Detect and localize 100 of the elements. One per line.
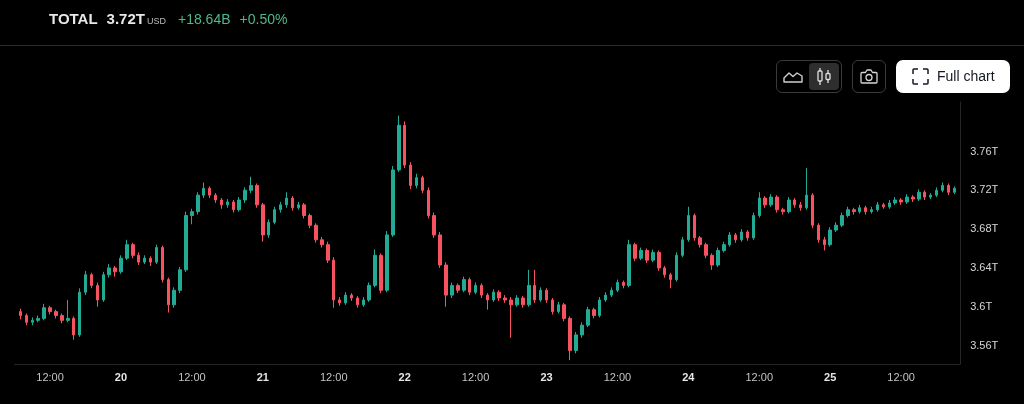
candlestick xyxy=(657,249,661,272)
x-tick-label: 12:00 xyxy=(745,370,774,383)
candlestick xyxy=(846,206,850,218)
candlestick xyxy=(226,198,229,209)
candlestick xyxy=(586,306,590,328)
candlestick xyxy=(415,173,418,189)
candlestick xyxy=(167,277,170,314)
x-tick-label: 12:00 xyxy=(887,370,915,383)
candlestick xyxy=(302,202,306,219)
candlestick xyxy=(876,201,879,213)
candlestick xyxy=(941,182,944,193)
candlestick xyxy=(421,175,424,194)
candlestick xyxy=(155,244,158,265)
candlestick xyxy=(811,192,814,229)
candlestick xyxy=(568,315,572,361)
candlestick xyxy=(54,309,58,319)
candlestick xyxy=(728,231,731,248)
candlestick xyxy=(651,249,655,263)
candlestick xyxy=(344,291,347,306)
candlestick xyxy=(379,252,383,294)
candlestick xyxy=(438,231,442,269)
candlestick xyxy=(255,183,259,209)
candlestick xyxy=(78,287,81,338)
y-tick-label: 3.76T xyxy=(970,144,999,157)
candlestick xyxy=(36,314,40,323)
candlestick xyxy=(202,182,205,199)
candlestick xyxy=(497,289,501,302)
candlestick xyxy=(917,188,921,202)
candlestick xyxy=(42,303,46,321)
candlestick xyxy=(149,255,152,267)
candlestick xyxy=(48,305,52,316)
candlestick xyxy=(320,236,324,249)
candlestick xyxy=(834,221,838,233)
candlestick xyxy=(66,299,70,323)
candlestick xyxy=(622,280,625,289)
x-tick-label: 12:00 xyxy=(603,370,632,383)
candlestick xyxy=(373,249,377,288)
candlestick xyxy=(781,207,785,216)
candlestick xyxy=(633,242,637,262)
candlestick xyxy=(953,185,956,195)
candlestick xyxy=(823,236,826,251)
candlestick xyxy=(409,161,412,190)
candlestick xyxy=(261,202,265,243)
x-tick-label: 12:00 xyxy=(319,370,348,383)
candlestick xyxy=(716,247,720,268)
candlestick xyxy=(113,265,117,278)
candlestick xyxy=(338,296,341,307)
candlestick xyxy=(935,186,938,198)
candlestick xyxy=(740,228,743,243)
x-tick-label: 22 xyxy=(398,370,411,383)
candlestick xyxy=(515,294,519,308)
candlestick xyxy=(31,316,34,326)
candlestick xyxy=(793,197,796,209)
candlestick xyxy=(663,265,666,279)
candlestick xyxy=(308,213,312,229)
candlestick xyxy=(184,211,188,273)
candlestick xyxy=(356,295,359,309)
x-tick-label: 12:00 xyxy=(36,370,64,383)
candlestick xyxy=(746,229,749,242)
candlestick xyxy=(486,292,489,311)
candlestick xyxy=(533,269,536,304)
candlestick xyxy=(462,276,466,293)
candlestick xyxy=(923,189,926,201)
text: 3.72T xyxy=(106,10,145,27)
candlestick xyxy=(285,191,288,209)
candlestick xyxy=(758,191,761,218)
candlestick xyxy=(893,196,897,206)
candlestick xyxy=(545,287,548,304)
candlestick xyxy=(208,185,211,199)
candlestick xyxy=(905,193,909,205)
candlestick xyxy=(72,315,75,341)
candlestick xyxy=(687,206,690,243)
candlestick xyxy=(840,212,844,228)
candlestick xyxy=(693,213,696,242)
candlestick xyxy=(196,191,200,216)
candlestick xyxy=(391,165,395,238)
candlestick xyxy=(273,206,276,225)
candlestick xyxy=(675,251,678,283)
candlestick xyxy=(598,296,601,318)
candlestick xyxy=(787,196,791,215)
candlestick xyxy=(172,286,176,309)
candlestick xyxy=(84,270,87,296)
candlestick xyxy=(350,292,353,302)
candlestick xyxy=(722,241,726,253)
candlestick xyxy=(805,167,808,211)
candlestick xyxy=(580,321,584,339)
candlestick xyxy=(882,202,885,210)
x-tick-label: 24 xyxy=(682,370,696,383)
text: +18.64B xyxy=(177,11,231,27)
candlestick xyxy=(60,313,64,324)
candlestick xyxy=(911,194,915,203)
candlestick xyxy=(604,291,607,303)
candlestick xyxy=(799,201,802,212)
candlestick xyxy=(527,269,531,308)
candlestick xyxy=(107,263,111,279)
candlestick xyxy=(267,218,270,239)
text: Full chart xyxy=(937,68,995,85)
candlestick xyxy=(190,208,194,225)
candlestick xyxy=(492,288,495,303)
candlestick xyxy=(592,307,596,319)
